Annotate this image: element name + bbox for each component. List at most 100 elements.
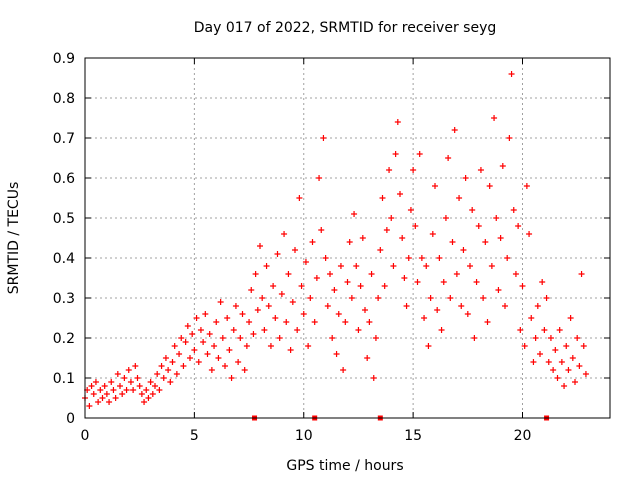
data-point <box>165 367 172 373</box>
axis-ticks: 0 0.1 0.2 0.3 0.4 0.5 0.6 0.7 0.8 0.9 0 5 10 15 20 <box>53 51 610 444</box>
data-point <box>449 239 456 245</box>
data-point <box>366 319 373 325</box>
data-point <box>248 287 255 293</box>
data-point <box>219 335 226 341</box>
y-tick-label: 0.3 <box>53 291 75 307</box>
data-point <box>158 363 165 369</box>
data-point <box>300 311 307 317</box>
data-point <box>550 367 557 373</box>
data-point <box>477 167 484 173</box>
data-point <box>296 195 303 201</box>
data-point <box>197 327 204 333</box>
data-point <box>108 379 115 385</box>
data-point <box>171 343 178 349</box>
data-point <box>388 215 395 221</box>
data-point <box>504 255 511 261</box>
data-point <box>313 275 320 281</box>
data-point <box>294 327 301 333</box>
data-point <box>539 279 546 285</box>
data-point <box>353 263 360 269</box>
data-point <box>526 231 533 237</box>
data-point <box>578 271 585 277</box>
data-point <box>482 239 489 245</box>
data-point <box>510 207 517 213</box>
data-point <box>357 283 364 289</box>
data-point <box>462 175 469 181</box>
data-point <box>407 207 414 213</box>
data-point <box>348 295 355 301</box>
data-point <box>497 235 504 241</box>
data-point <box>517 327 524 333</box>
data-point <box>222 363 228 369</box>
data-point <box>305 343 312 349</box>
y-tick-label: 0.4 <box>53 251 75 267</box>
data-point <box>432 183 438 189</box>
data-point <box>543 295 550 301</box>
data-point <box>182 339 189 345</box>
data-point <box>327 271 333 277</box>
data-point <box>372 335 379 341</box>
data-point <box>458 303 465 309</box>
y-tick-label: 0.5 <box>53 211 75 227</box>
data-point <box>125 367 132 373</box>
data-point <box>567 315 574 321</box>
data-point <box>160 375 167 381</box>
data-point <box>206 331 213 337</box>
y-tick-label: 0.1 <box>53 371 75 387</box>
data-point <box>508 71 515 77</box>
data-point <box>342 319 349 325</box>
data-point <box>335 311 342 317</box>
grid <box>85 58 610 418</box>
data-point <box>580 343 587 349</box>
data-point <box>169 359 176 365</box>
data-point <box>141 399 148 405</box>
data-point <box>434 307 441 313</box>
data-point <box>309 239 316 245</box>
data-point <box>230 327 237 333</box>
data-point <box>110 387 117 393</box>
data-point <box>204 351 211 357</box>
data-point <box>147 379 154 385</box>
data-point <box>576 363 583 369</box>
x-axis-label: GPS time / hours <box>286 458 403 474</box>
data-point <box>97 387 104 393</box>
data-point <box>195 359 202 365</box>
data-point <box>464 311 471 317</box>
data-point <box>263 263 270 269</box>
y-tick-label: 0.9 <box>53 51 75 67</box>
data-point <box>162 355 169 361</box>
data-point <box>528 315 535 321</box>
data-point <box>410 167 417 173</box>
data-point <box>99 395 106 401</box>
data-point <box>191 347 198 353</box>
data-point <box>574 335 581 341</box>
data-point <box>436 255 443 261</box>
data-point <box>324 303 331 309</box>
data-point <box>491 115 498 121</box>
data-point <box>392 151 399 157</box>
data-point <box>558 359 565 365</box>
data-point <box>119 391 126 397</box>
data-point <box>453 271 460 277</box>
data-point <box>530 359 537 365</box>
data-point <box>117 383 123 389</box>
data-point <box>127 379 134 385</box>
data-point <box>456 195 463 201</box>
data-point <box>246 319 253 325</box>
data-point <box>561 383 568 389</box>
data-point <box>178 335 185 341</box>
data-point <box>427 295 434 301</box>
data-point <box>329 335 336 341</box>
y-tick-label: 0.7 <box>53 131 75 147</box>
y-tick-label: 0.2 <box>53 331 75 347</box>
data-point <box>375 295 382 301</box>
data-point <box>217 299 224 305</box>
data-point <box>379 195 386 201</box>
data-point <box>283 319 290 325</box>
data-point <box>287 347 294 353</box>
data-point <box>418 255 425 261</box>
data-point <box>112 395 119 401</box>
data-point <box>250 331 257 337</box>
data-point <box>276 335 283 341</box>
